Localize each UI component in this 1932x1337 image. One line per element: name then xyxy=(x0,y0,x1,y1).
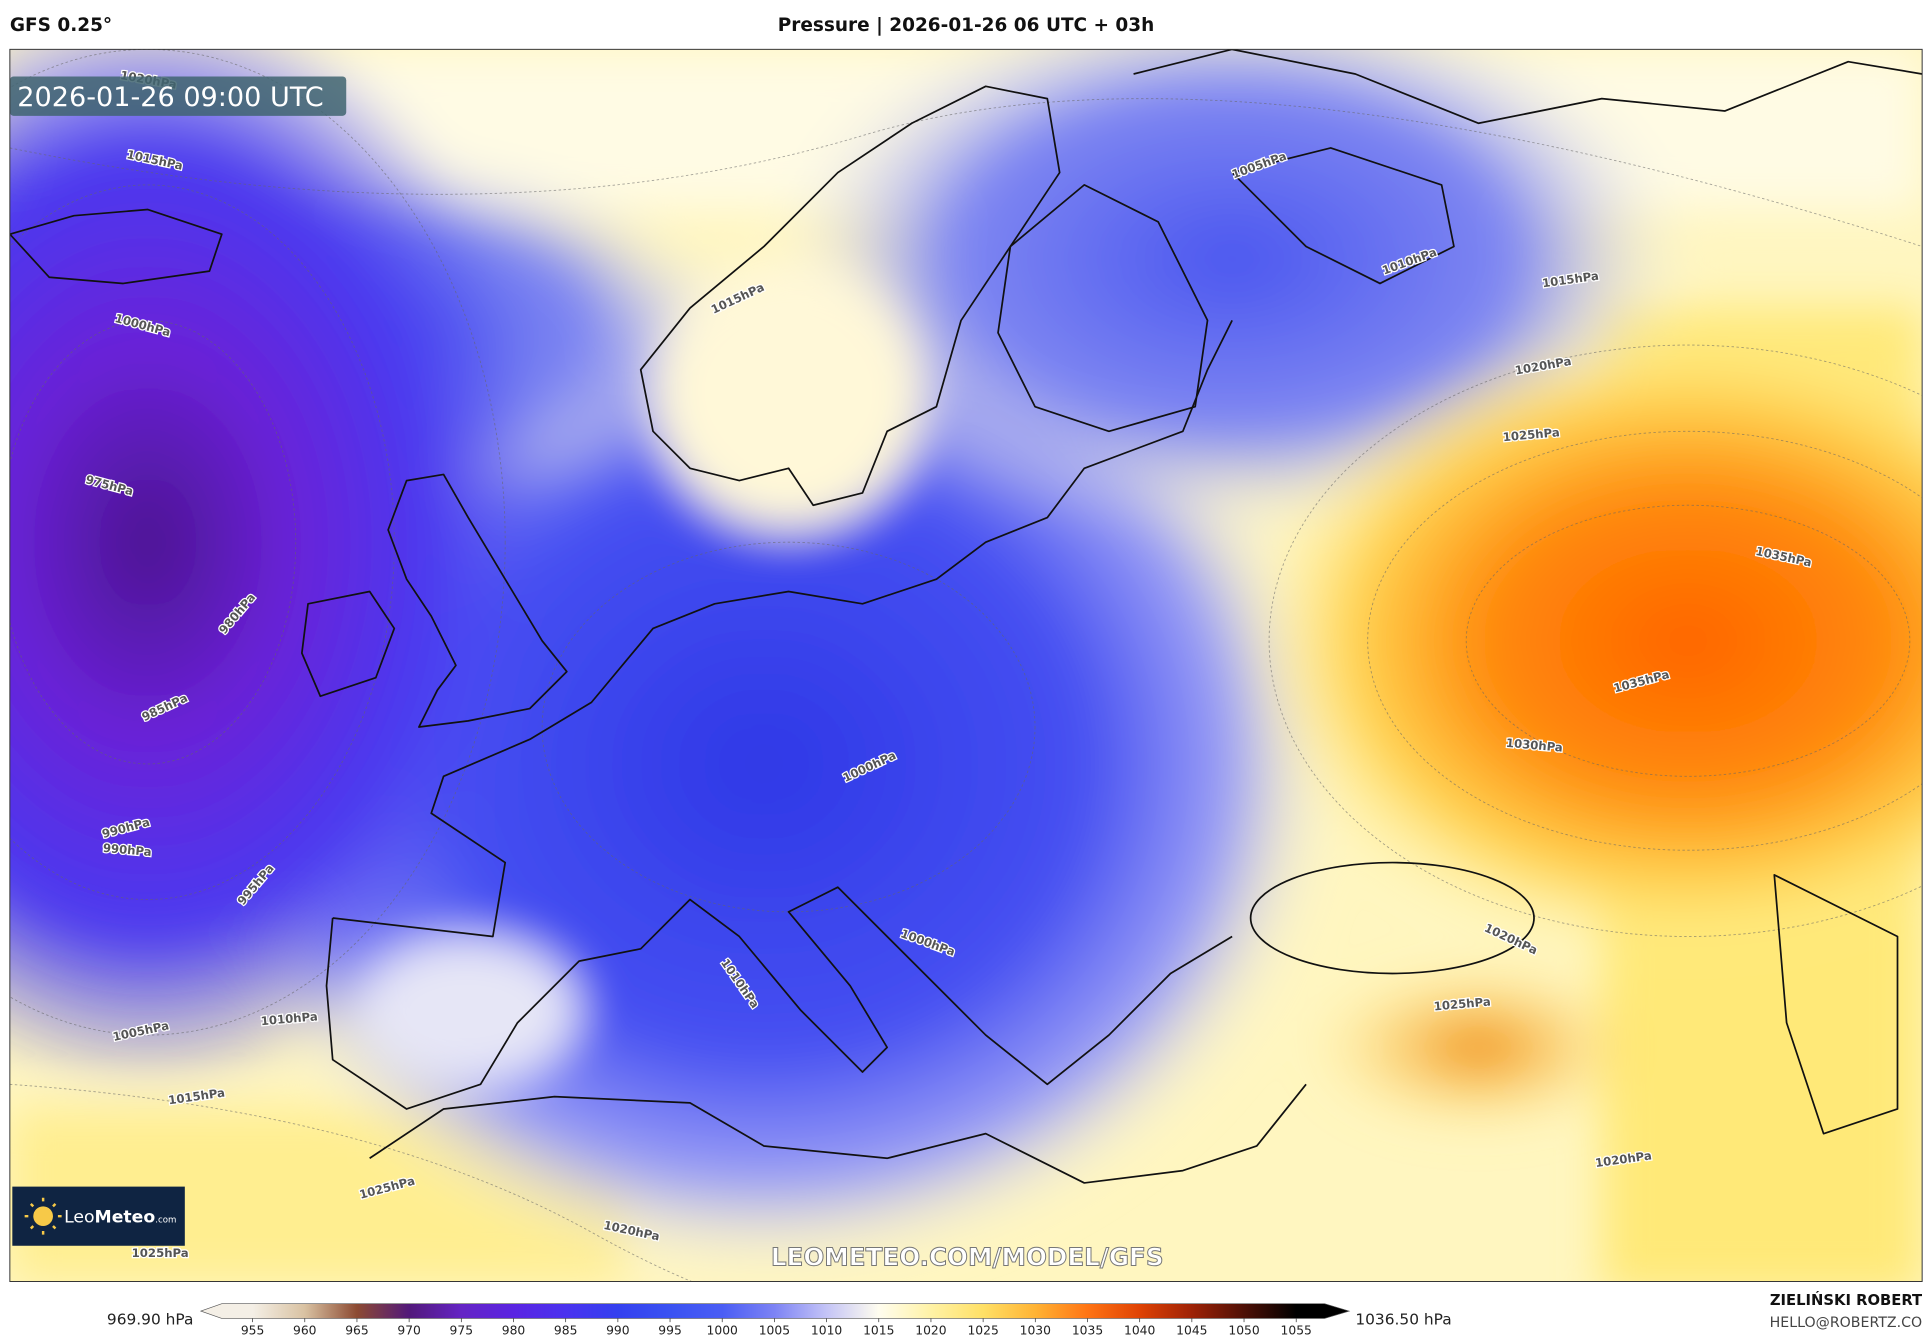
contour-label: 990hPa xyxy=(102,841,152,859)
colorbar-tick-label: 1035 xyxy=(1072,1323,1103,1337)
colorbar-tick-label: 995 xyxy=(658,1323,682,1337)
watermark: LEOMETEO.COM/MODEL/GFS xyxy=(771,1242,1164,1271)
contour-label: 1025hPa xyxy=(1502,425,1560,444)
isobars xyxy=(9,49,1923,1282)
colorbar-tick-label: 965 xyxy=(345,1323,369,1337)
model-name: GFS 0.25° xyxy=(10,15,112,36)
colorbar-tick-label: 1000 xyxy=(707,1323,739,1337)
colorbar: 969.90 hPa 1036.50 hPa 955 960 965 970 975 98… xyxy=(107,1303,1452,1337)
colorbar-tick-label: 970 xyxy=(397,1323,421,1337)
colorbar-tick-label: 1030 xyxy=(1020,1323,1052,1337)
contour-label: 1030hPa xyxy=(1505,736,1563,755)
colorbar-min: 969.90 hPa xyxy=(107,1311,194,1329)
contour-label: 1010hPa xyxy=(260,1009,318,1028)
colorbar-tick-label: 1020 xyxy=(915,1323,947,1337)
contour-label: 1025hPa xyxy=(1433,995,1491,1014)
logo-name: Leo xyxy=(64,1207,94,1227)
logo: LeoMeteo.com xyxy=(12,1186,185,1246)
map-frame xyxy=(9,48,1923,1282)
timestamp: 2026-01-26 09:00 UTC xyxy=(17,82,323,113)
colorbar-tick-label: 1010 xyxy=(811,1323,843,1337)
colorbar-max: 1036.50 hPa xyxy=(1355,1311,1451,1329)
colorbar-tick-label: 1025 xyxy=(967,1323,998,1337)
timestamp-box xyxy=(9,76,347,116)
contact: HELLO@ROBERTZ.CO xyxy=(1770,1315,1922,1331)
svg-text:LeoMeteo.com: LeoMeteo.com xyxy=(64,1207,176,1227)
colorbar-tick-label: 1005 xyxy=(759,1323,790,1337)
map: 1020hPa1015hPa1000hPa975hPa980hPa985hPa9… xyxy=(9,49,1923,1282)
colorbar-tick-label: 985 xyxy=(554,1323,578,1337)
logo-brand: Meteo xyxy=(95,1207,156,1227)
colorbar-tick-label: 1045 xyxy=(1176,1323,1207,1337)
colorbar-bar xyxy=(199,1303,1351,1319)
colorbar-tick-label: 990 xyxy=(606,1323,630,1337)
colorbar-tick-label: 1040 xyxy=(1124,1323,1156,1337)
colorbar-tick-label: 1015 xyxy=(863,1323,894,1337)
author: ZIELIŃSKI ROBERT xyxy=(1770,1291,1922,1309)
contour-label: 1025hPa xyxy=(132,1246,189,1260)
colorbar-tick-label: 975 xyxy=(450,1323,474,1337)
map-title: Pressure | 2026-01-26 06 UTC + 03h xyxy=(778,15,1155,36)
logo-suffix: .com xyxy=(155,1215,176,1225)
colorbar-tick-label: 960 xyxy=(293,1323,317,1337)
colorbar-tick-label: 1050 xyxy=(1228,1323,1260,1337)
colorbar-tick-label: 1055 xyxy=(1281,1323,1312,1337)
colorbar-tick-label: 955 xyxy=(241,1323,265,1337)
colorbar-tick-label: 980 xyxy=(502,1323,526,1337)
coastlines xyxy=(9,49,1923,1184)
